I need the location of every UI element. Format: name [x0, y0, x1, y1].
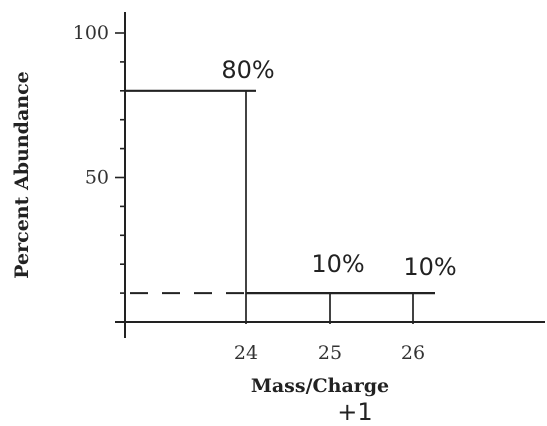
- x-tick-label: 25: [318, 342, 342, 364]
- data-label-25: 10%: [311, 250, 364, 278]
- x-ticks: 24 25 26: [234, 342, 425, 364]
- data-label-24: 80%: [221, 56, 274, 84]
- data-label-26: 10%: [403, 253, 456, 281]
- x-tick-label: 26: [401, 342, 425, 364]
- x-axis-title: Mass/Charge: [251, 375, 389, 397]
- x-tick-label: 24: [234, 342, 258, 364]
- y-ticks: 100 50: [73, 22, 125, 294]
- x-axis-charge-note: +1: [337, 398, 372, 426]
- y-tick-label: 100: [73, 22, 109, 44]
- y-axis-title: Percent Abundance: [11, 71, 33, 278]
- y-tick-label: 50: [85, 167, 109, 189]
- chart-marks: 80% 10% 10%: [125, 56, 457, 324]
- axes: [115, 12, 545, 338]
